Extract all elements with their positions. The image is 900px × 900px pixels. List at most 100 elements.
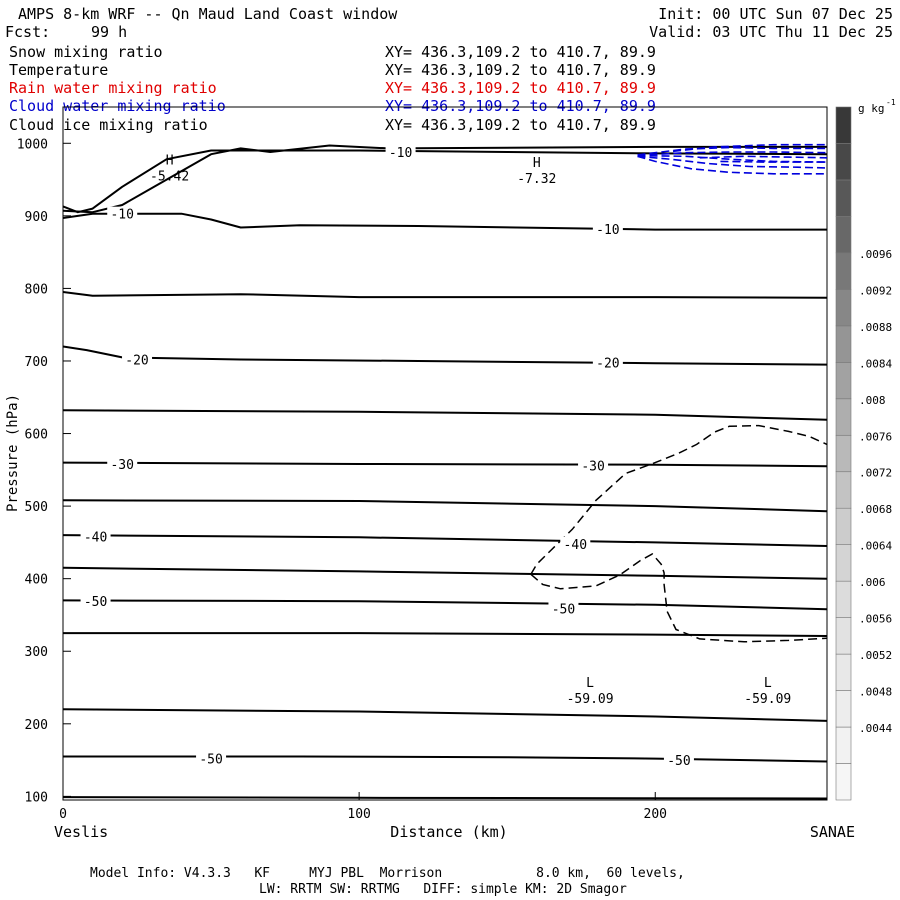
colorbar-level-5: .0064 — [859, 540, 892, 553]
colorbar-level-6: .0068 — [859, 503, 892, 516]
model-info-line2: LW: RRTM SW: RRTMG DIFF: simple KM: 2D S… — [259, 882, 627, 897]
temperature-contour-6 — [63, 534, 827, 547]
cloud-water-contour-2 — [637, 154, 827, 163]
temperature-label-3: -50 — [552, 602, 575, 617]
colorbar-swatch-6 — [835, 544, 852, 582]
y-tick-label-1: 200 — [25, 718, 48, 733]
colorbar-level-12: .0092 — [859, 284, 892, 297]
y-axis-label: Pressure (hPa) — [5, 394, 21, 512]
colorbar-swatch-4 — [835, 617, 852, 655]
colorbar-level-4: .006 — [859, 576, 886, 589]
colorbar: .0044 .0048 .0052 .0056 .006 .0064 .0068 .0072.… — [835, 106, 892, 801]
cloud-water-contour-4 — [637, 146, 827, 156]
temperature-label-9: -20 — [596, 356, 619, 371]
temperature-label-2: -50 — [84, 595, 107, 610]
colorbar-level-11: .0088 — [859, 321, 892, 334]
field-name-cloud-ice: Cloud ice mixing ratio — [9, 116, 208, 134]
temperature-contour-4 — [63, 599, 827, 611]
temperature-label-bg-7 — [578, 458, 609, 472]
cloud-ice-contours — [530, 424, 827, 643]
colorbar-level-1: .0048 — [859, 686, 892, 699]
y-tick-label-4: 500 — [25, 500, 48, 515]
colorbar-swatch-12 — [835, 325, 852, 363]
temperature-label-11: -10 — [596, 223, 619, 238]
cloud-ice-contour-1 — [530, 424, 827, 575]
field-name-snow: Snow mixing ratio — [9, 43, 163, 61]
colorbar-swatch-9 — [835, 434, 852, 473]
left-endpoint-label: Veslis — [54, 823, 108, 841]
y-tick-label-7: 800 — [25, 282, 48, 297]
y-tick-label-0: 100 — [25, 790, 48, 805]
x-tick-label-2: 200 — [644, 807, 667, 822]
temperature-label-bg-11 — [592, 221, 623, 235]
temperature-contour-5 — [63, 566, 827, 580]
field-xy-cloud-water: XY= 436.3,109.2 to 410.7, 89.9 — [385, 97, 656, 115]
cloud-water-contour-7 — [720, 160, 827, 163]
temperature-label-bg-0 — [196, 751, 227, 765]
temperature-label-4: -40 — [84, 531, 107, 546]
field-name-cloud-water: Cloud water mixing ratio — [9, 97, 226, 115]
valid-time: Valid: 03 UTC Thu 11 Dec 25 — [649, 23, 893, 41]
field-name-rain: Rain water mixing ratio — [9, 79, 217, 97]
colorbar-swatch-13 — [835, 289, 852, 327]
cloud-water-contour-1 — [637, 155, 827, 169]
temperature-contour-3 — [63, 632, 827, 637]
extremum-type-1: H — [533, 156, 541, 171]
x-axis: 0 100 200 — [59, 792, 667, 822]
temperature-contour-10 — [63, 345, 827, 366]
temperature-label-bg-12 — [385, 144, 416, 158]
x-axis-label: Distance (km) — [390, 823, 507, 841]
cloud-water-contour-3 — [637, 151, 827, 157]
temperature-contour-11 — [63, 291, 827, 299]
field-xy-cloud-ice: XY= 436.3,109.2 to 410.7, 89.9 — [385, 116, 656, 134]
y-tick-label-8: 900 — [25, 210, 48, 225]
temperature-contour-8 — [63, 461, 827, 468]
y-axis: 100 200 300 400 500 600 700 800 900 1000 — [17, 137, 71, 805]
colorbar-swatch-1 — [835, 726, 852, 764]
colorbar-swatch-15 — [835, 216, 852, 254]
colorbar-swatch-2 — [835, 690, 852, 728]
colorbar-level-2: .0052 — [859, 649, 892, 662]
colorbar-level-7: .0072 — [859, 467, 892, 480]
colorbar-swatch-11 — [835, 362, 852, 400]
cloud-water-contour-5 — [672, 143, 827, 153]
y-tick-label-6: 700 — [25, 355, 48, 370]
extremum-value-0: -5.42 — [150, 170, 189, 185]
extremum-type-0: H — [166, 154, 174, 169]
cloud-water-contour-6 — [699, 155, 827, 159]
y-tick-label-2: 300 — [25, 645, 48, 660]
colorbar-level-8: .0076 — [859, 430, 892, 443]
colorbar-level-9: .008 — [859, 394, 886, 407]
field-name-temperature: Temperature — [9, 61, 108, 79]
colorbar-level-10: .0084 — [859, 357, 892, 370]
extremum-type-2: L — [586, 676, 594, 691]
temperature-label-12: -10 — [389, 146, 412, 161]
cloud-water-contours — [637, 143, 827, 175]
forecast-label: Fcst: — [5, 23, 50, 41]
extremum-value-1: -7.32 — [517, 172, 556, 187]
colorbar-swatch-3 — [835, 653, 852, 691]
temperature-contour-2 — [63, 708, 827, 722]
x-tick-label-0: 0 — [59, 807, 67, 822]
field-legend: Snow mixing ratio XY= 436.3,109.2 to 410… — [9, 43, 656, 134]
colorbar-swatch-17 — [835, 143, 852, 181]
temperature-contour-labels: -50 -50 -50 -50 -40 -40 -30 -30 -20 -20 -10 -10 -10 — [80, 144, 694, 769]
right-endpoint-label: SANAE — [810, 823, 855, 841]
y-tick-label-9: 1000 — [17, 137, 48, 152]
temperature-label-10: -10 — [110, 208, 133, 223]
temperature-label-6: -30 — [110, 458, 133, 473]
field-xy-snow: XY= 436.3,109.2 to 410.7, 89.9 — [385, 43, 656, 61]
temperature-contour-14 — [63, 149, 827, 214]
colorbar-unit: g kg — [858, 102, 885, 115]
field-xy-temperature: XY= 436.3,109.2 to 410.7, 89.9 — [385, 61, 656, 79]
temperature-label-bg-8 — [122, 352, 153, 366]
field-xy-rain: XY= 436.3,109.2 to 410.7, 89.9 — [385, 79, 656, 97]
colorbar-swatch-7 — [835, 507, 852, 545]
colorbar-swatch-0 — [835, 763, 852, 801]
temperature-contour-7 — [63, 499, 827, 513]
colorbar-unit-exponent: -1 — [886, 98, 896, 107]
colorbar-swatch-10 — [835, 398, 852, 436]
temperature-label-8: -20 — [125, 354, 148, 369]
chart-title: AMPS 8-km WRF -- Qn Maud Land Coast wind… — [18, 5, 398, 23]
temperature-label-bg-4 — [80, 529, 111, 543]
